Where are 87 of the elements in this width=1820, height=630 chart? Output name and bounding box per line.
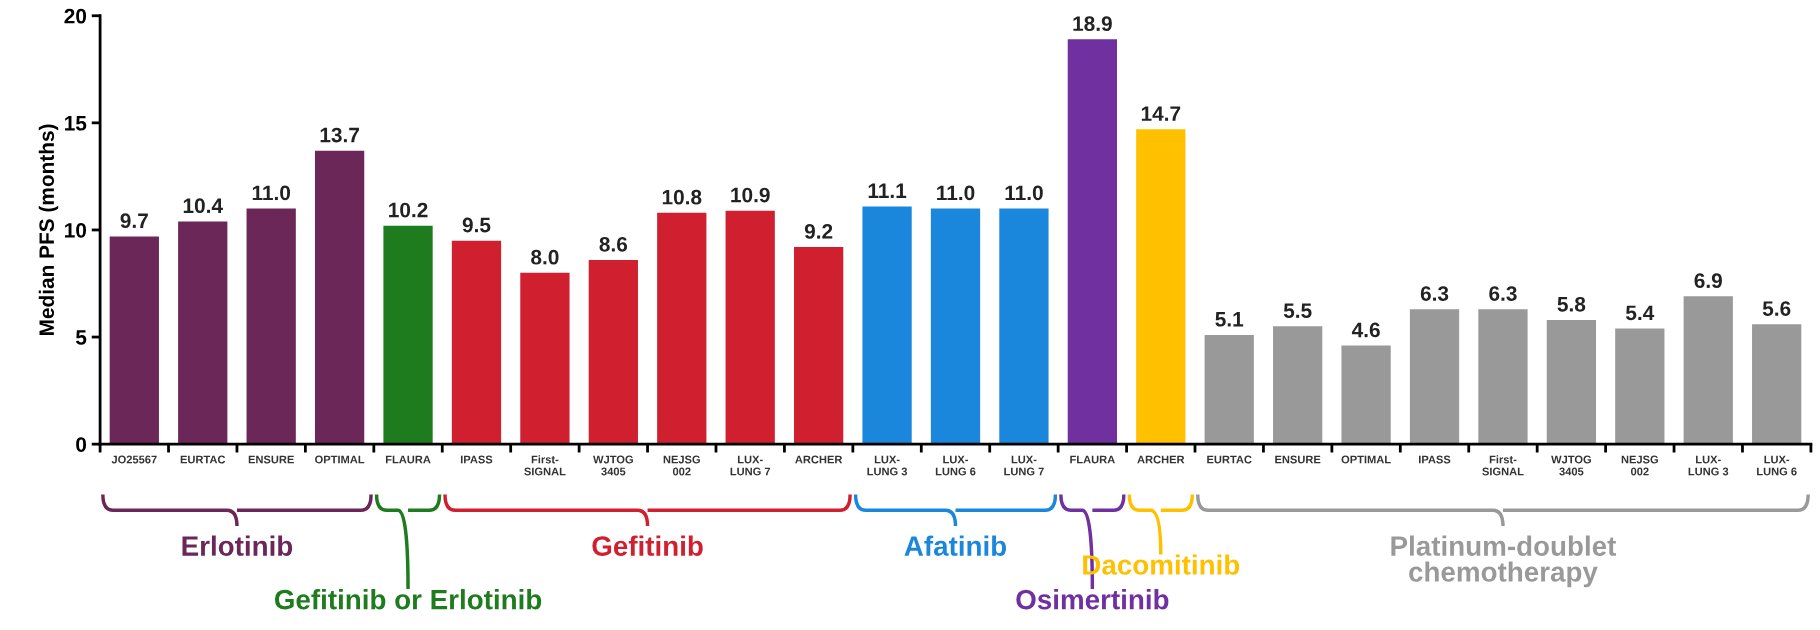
bar [1273,326,1323,445]
bar [1683,296,1733,445]
bar [1546,319,1597,445]
bar [1752,324,1802,445]
x-tick-label: WJTOG 3405 [1551,455,1591,476]
y-axis-title: Median PFS (months) [38,124,59,336]
bar [109,236,159,445]
data-label: 9.5 [462,217,491,233]
data-label: 8.6 [599,236,628,252]
bar [1615,328,1665,445]
bar [999,208,1049,445]
data-label: 13.7 [320,127,359,143]
x-tick-label: LUX- LUNG 3 [867,455,908,476]
bar [314,150,365,445]
x-tick-label: LUX- LUNG 7 [1004,455,1044,476]
data-label: 14.7 [1141,106,1181,121]
legend-label: Afatinib [904,535,1007,556]
x-tick-label: LUX- LUNG 6 [935,455,976,476]
data-label: 6.3 [1489,286,1517,301]
bar [178,221,228,445]
data-label: 11.0 [1005,185,1043,201]
y-tick-label: 10 [65,222,87,238]
bar [725,210,775,445]
bar [1204,334,1254,445]
x-tick-label: First- SIGNAL [524,455,566,476]
x-tick-label: NEJSG 002 [1621,455,1658,476]
data-label: 5.4 [1625,305,1655,321]
bar [794,247,844,445]
x-tick-label: ENSURE [1275,455,1321,464]
bar [588,259,638,445]
bar [520,272,570,445]
x-tick-label: EURTAC [180,455,226,464]
data-label: 9.2 [804,224,833,239]
bar [246,208,296,445]
x-tick-label: LUX- LUNG 7 [730,455,771,476]
bar [657,212,707,445]
data-label: 10.9 [731,187,770,203]
x-tick-label: First- SIGNAL [1482,455,1524,476]
text: Osimertinib [1016,589,1169,610]
bar [1478,309,1528,445]
bar [1341,345,1391,445]
text: Platinum-doublet chemotherapy [1391,535,1617,588]
data-label: 8.0 [531,249,559,265]
bar [1136,129,1186,445]
data-label: 10.2 [389,202,428,218]
data-label: 5.1 [1215,312,1244,327]
x-tick-label: WJTOG 3405 [593,455,633,476]
bar [1067,39,1117,445]
data-label: 11.0 [937,185,975,201]
data-label: 11.1 [868,183,907,198]
x-tick-label: JO25567 [111,455,157,464]
x-tick-label: OPTIMAL [315,455,365,464]
x-tick-label: LUX- LUNG 6 [1757,455,1797,476]
x-tick-label: IPASS [460,455,493,464]
data-label: 4.6 [1351,322,1380,338]
x-tick-label: LUX- LUNG 3 [1688,455,1729,476]
x-tick-label: IPASS [1419,455,1451,464]
data-label: 5.5 [1283,303,1312,319]
bar [1409,309,1460,445]
data-label: 10.8 [662,189,702,205]
text: Gefitinib or Erlotinib [274,589,542,610]
data-label: 18.9 [1073,16,1112,32]
x-tick-label: FLAURA [1070,455,1115,464]
data-label: 5.6 [1762,301,1791,316]
text: Gefitinib [592,535,703,556]
y-tick-label: 20 [64,8,87,24]
bar [451,240,502,445]
x-tick-label: EURTAC [1207,455,1252,464]
data-label: 11.0 [252,185,291,201]
y-tick-label: 0 [76,437,87,452]
data-label: 5.8 [1557,296,1586,312]
x-tick-label: ARCHER [795,455,843,464]
x-tick-label: OPTIMAL [1341,455,1391,464]
data-label: 9.7 [120,213,148,229]
y-tick-label: 15 [65,116,87,131]
bar [862,206,912,445]
x-tick-label: FLAURA [385,455,431,464]
y-tick-label: 5 [75,330,87,345]
x-tick-label: ARCHER [1137,455,1185,464]
data-label: 10.4 [183,198,223,214]
x-tick-label: ENSURE [248,455,294,464]
data-label: 6.3 [1420,286,1449,301]
bar [930,208,981,445]
legend-label: Erlotinib [182,535,293,556]
bar [383,225,433,445]
x-tick-label: NEJSG 002 [663,455,700,476]
data-label: 6.9 [1694,273,1722,289]
